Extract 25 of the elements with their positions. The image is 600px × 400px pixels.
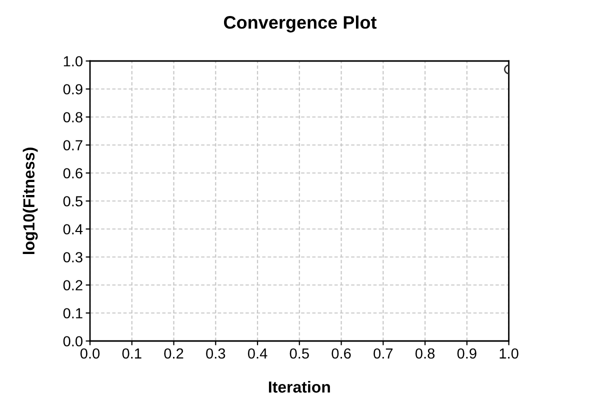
x-axis-title: Iteration bbox=[268, 380, 330, 393]
x-tick-label: 0.6 bbox=[332, 348, 351, 359]
y-tick-label: 0.0 bbox=[63, 336, 82, 346]
x-tick-label: 0.3 bbox=[206, 348, 226, 359]
x-tick-label: 0.2 bbox=[164, 348, 184, 359]
y-tick-label: 1.0 bbox=[64, 56, 82, 66]
y-tick-label: 0.4 bbox=[63, 224, 83, 234]
x-tick-label: 0.5 bbox=[290, 348, 309, 359]
y-tick-label: 0.2 bbox=[63, 280, 82, 290]
x-tick-label: 0.8 bbox=[415, 348, 435, 359]
x-tick-label: 0.4 bbox=[248, 348, 268, 359]
x-tick-label: 0.1 bbox=[122, 348, 142, 359]
y-tick-label: 0.6 bbox=[63, 168, 82, 178]
chart-title: Convergence Plot bbox=[224, 16, 377, 32]
y-tick-label: 0.9 bbox=[63, 84, 82, 94]
x-tick-label: 1.0 bbox=[500, 348, 518, 359]
y-tick-label: 0.1 bbox=[63, 308, 82, 318]
y-tick-label: 0.8 bbox=[63, 112, 82, 122]
x-tick-label: 0.7 bbox=[374, 348, 393, 359]
x-tick-label: 0.0 bbox=[80, 348, 100, 359]
y-tick-label: 0.7 bbox=[63, 140, 82, 150]
x-tick-label: 0.9 bbox=[457, 348, 476, 359]
y-tick-label: 0.3 bbox=[63, 252, 82, 262]
y-tick-label: 0.5 bbox=[63, 196, 82, 206]
y-axis-title: log10(Fitness) bbox=[22, 148, 38, 254]
